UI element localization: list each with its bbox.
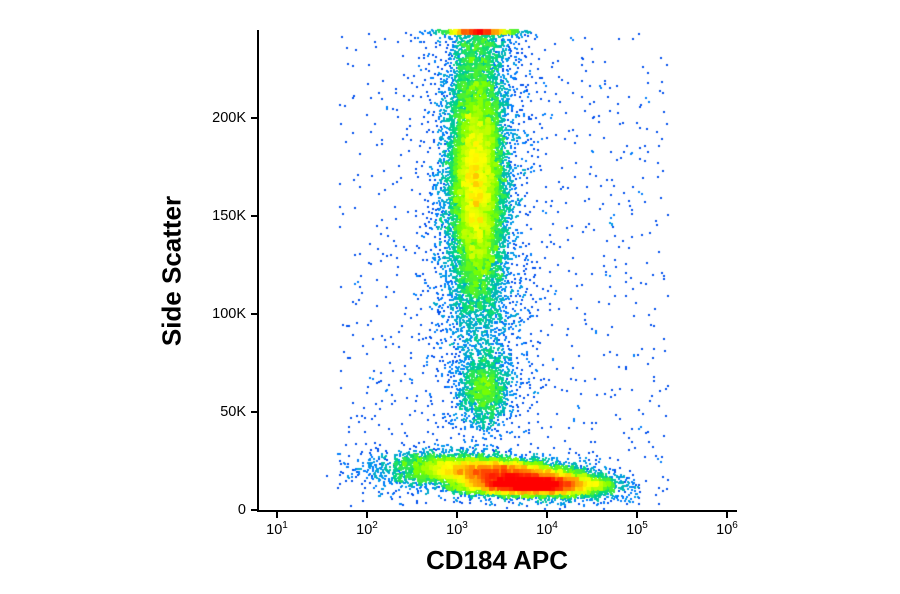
y-axis-tick-label: 50K [220, 404, 246, 421]
x-axis-tick-label: 101 [266, 520, 288, 538]
x-axis-tick-label: 102 [356, 520, 378, 538]
x-axis-tick-mark [366, 512, 368, 518]
y-axis-tick-mark [251, 215, 257, 217]
y-axis-line [257, 30, 259, 512]
x-axis-tick-label: 104 [536, 520, 558, 538]
y-axis-tick-label: 100K [212, 306, 246, 323]
y-axis-tick-mark [251, 509, 257, 511]
x-axis-line [257, 510, 737, 512]
y-axis-title: Side Scatter [156, 195, 187, 347]
x-axis-tick-mark [636, 512, 638, 518]
x-axis-tick-label: 106 [716, 520, 738, 538]
y-axis-tick-mark [251, 411, 257, 413]
y-axis-tick-mark [251, 313, 257, 315]
x-axis-tick-mark [456, 512, 458, 518]
x-axis-tick-label: 103 [446, 520, 468, 538]
y-axis-tick-label: 0 [237, 502, 246, 518]
y-axis-tick-label: 200K [212, 110, 246, 127]
y-axis-tick-mark [251, 117, 257, 119]
x-axis-tick-label: 105 [626, 520, 648, 538]
x-axis-tick-mark [726, 512, 728, 518]
x-axis-tick-mark [546, 512, 548, 518]
x-axis-tick-mark [276, 512, 278, 518]
x-axis-title: CD184 APC [425, 545, 569, 575]
y-axis-tick-label: 150K [212, 208, 246, 225]
